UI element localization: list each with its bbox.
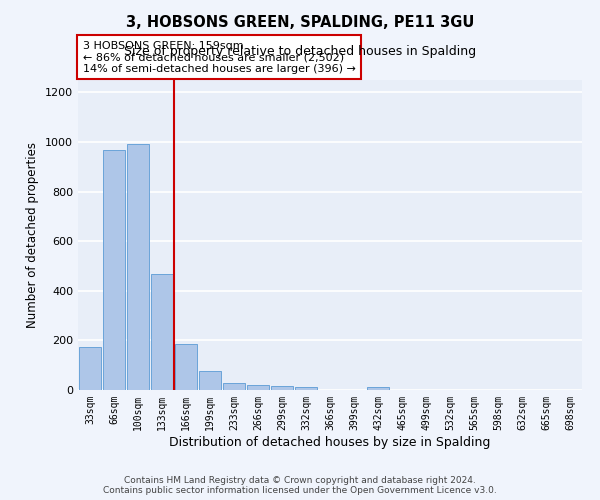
- Text: Size of property relative to detached houses in Spalding: Size of property relative to detached ho…: [124, 45, 476, 58]
- X-axis label: Distribution of detached houses by size in Spalding: Distribution of detached houses by size …: [169, 436, 491, 448]
- Bar: [103, 150, 125, 390]
- Bar: [295, 387, 317, 390]
- Bar: [127, 144, 149, 390]
- Bar: [247, 385, 269, 390]
- Text: 3, HOBSONS GREEN, SPALDING, PE11 3GU: 3, HOBSONS GREEN, SPALDING, PE11 3GU: [126, 15, 474, 30]
- Bar: [271, 386, 293, 390]
- Bar: [151, 274, 173, 390]
- Bar: [175, 344, 197, 390]
- Y-axis label: Number of detached properties: Number of detached properties: [26, 142, 40, 328]
- Text: Contains HM Land Registry data © Crown copyright and database right 2024.
Contai: Contains HM Land Registry data © Crown c…: [103, 476, 497, 495]
- Bar: [79, 348, 101, 390]
- Bar: [199, 372, 221, 390]
- Text: 3 HOBSONS GREEN: 159sqm
← 86% of detached houses are smaller (2,502)
14% of semi: 3 HOBSONS GREEN: 159sqm ← 86% of detache…: [83, 40, 356, 74]
- Bar: [367, 387, 389, 390]
- Bar: [223, 384, 245, 390]
